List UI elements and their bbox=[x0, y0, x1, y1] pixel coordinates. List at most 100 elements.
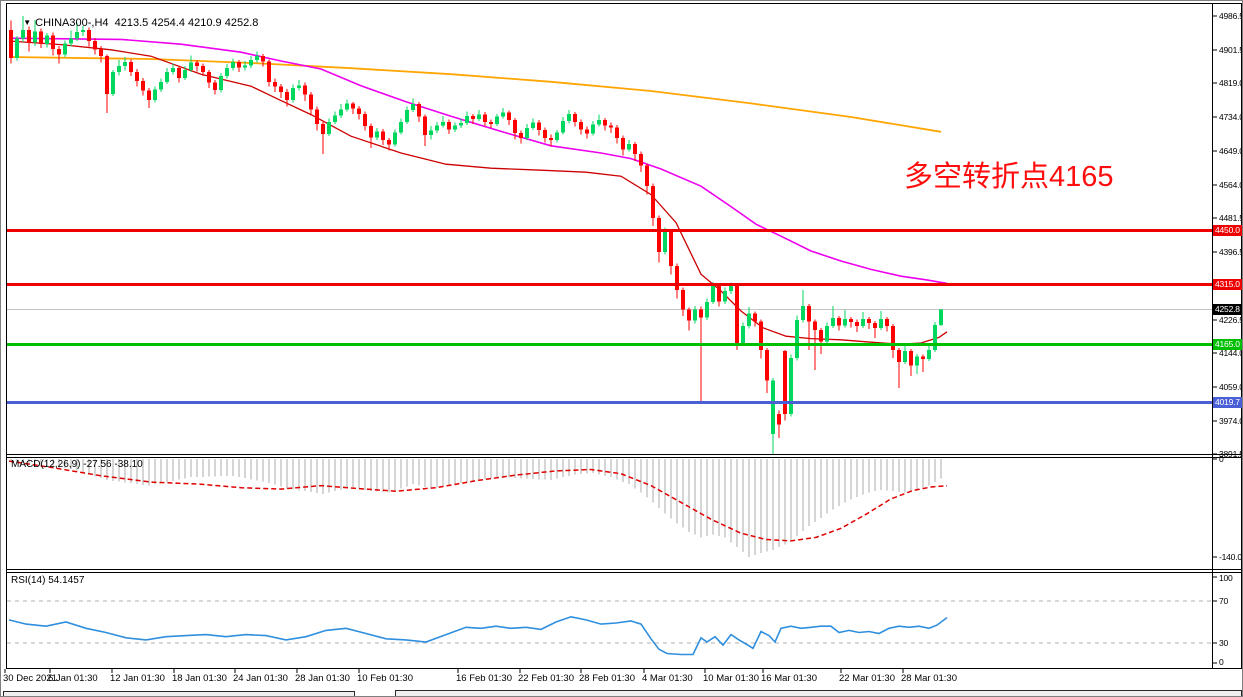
candle bbox=[195, 62, 199, 67]
candle bbox=[249, 60, 253, 66]
candle bbox=[327, 121, 331, 134]
bottom-panel-right[interactable] bbox=[395, 690, 1242, 696]
separator-price-macd-b[interactable] bbox=[6, 457, 1242, 458]
candle bbox=[273, 81, 277, 87]
candle bbox=[627, 143, 631, 150]
candle bbox=[297, 85, 301, 88]
separator-rsi-timeaxis bbox=[6, 668, 1242, 669]
candle bbox=[621, 138, 625, 150]
candle bbox=[711, 285, 715, 303]
macd-tick-label: 0 bbox=[1219, 453, 1224, 464]
rsi-panel-content bbox=[7, 600, 1212, 656]
candle bbox=[549, 137, 553, 141]
candle bbox=[801, 306, 805, 320]
candle bbox=[645, 165, 649, 187]
symbol-dropdown-icon[interactable]: ▼ bbox=[23, 18, 32, 27]
candle bbox=[141, 81, 145, 91]
candle bbox=[321, 123, 325, 134]
candle bbox=[663, 231, 667, 252]
candle bbox=[63, 43, 67, 55]
candle bbox=[417, 104, 421, 117]
mid-ma-magenta bbox=[8, 37, 948, 285]
candle bbox=[675, 266, 679, 291]
candle bbox=[813, 321, 817, 331]
candle bbox=[105, 56, 109, 94]
candle bbox=[369, 125, 373, 138]
price-tick-label: 4734.0 bbox=[1219, 111, 1243, 122]
candle bbox=[153, 89, 157, 101]
candle bbox=[567, 114, 571, 121]
candle bbox=[669, 231, 673, 267]
candle bbox=[705, 302, 709, 318]
price-tick-label: 4481.5 bbox=[1219, 212, 1243, 223]
candle bbox=[15, 38, 19, 59]
separator-macd-rsi-b[interactable] bbox=[6, 572, 1242, 573]
candle bbox=[9, 29, 13, 59]
time-tick-label: 4 Mar 01:30 bbox=[642, 673, 693, 684]
separator-price-macd-a bbox=[6, 454, 1242, 455]
candle bbox=[213, 82, 217, 91]
candle bbox=[387, 140, 391, 145]
time-tick-label: 10 Feb 01:30 bbox=[357, 673, 413, 684]
candle bbox=[921, 356, 925, 359]
candle bbox=[915, 356, 919, 366]
candle bbox=[477, 114, 481, 119]
candle bbox=[441, 121, 445, 126]
candle bbox=[489, 121, 493, 124]
frame-right bbox=[1241, 3, 1242, 669]
candle bbox=[693, 309, 697, 321]
time-tick-label: 16 Feb 01:30 bbox=[456, 673, 512, 684]
candle bbox=[891, 326, 895, 351]
price-level-badge: 4450.0 bbox=[1213, 225, 1242, 237]
price-tick-label: 4226.5 bbox=[1219, 314, 1243, 325]
candle bbox=[411, 104, 415, 111]
candle bbox=[363, 113, 367, 126]
candle bbox=[231, 62, 235, 69]
rsi-tick-label: 30 bbox=[1219, 637, 1229, 648]
candle bbox=[741, 326, 745, 344]
macd-tick-label: -140.03 bbox=[1219, 551, 1242, 562]
rsi-tick-label: 100 bbox=[1219, 573, 1233, 583]
candle bbox=[21, 29, 25, 39]
candle bbox=[39, 31, 43, 45]
candle bbox=[447, 121, 451, 130]
candle bbox=[405, 110, 409, 122]
candle bbox=[699, 309, 703, 318]
price-tick-label: 4564.0 bbox=[1219, 179, 1243, 190]
bottom-panel-left[interactable] bbox=[3, 691, 355, 696]
fast-ma-red bbox=[8, 40, 948, 345]
time-tick-label: 18 Jan 01:30 bbox=[172, 673, 227, 684]
candle bbox=[279, 86, 283, 92]
candle bbox=[345, 103, 349, 110]
candle bbox=[159, 81, 163, 90]
candle bbox=[507, 112, 511, 121]
candle bbox=[147, 90, 151, 101]
price-tick-label: 4059.0 bbox=[1219, 381, 1243, 392]
candle bbox=[381, 131, 385, 141]
time-tick-label: 22 Feb 01:30 bbox=[518, 673, 574, 684]
candle bbox=[837, 318, 841, 326]
rsi-tick-label: 70 bbox=[1219, 595, 1229, 606]
candle bbox=[81, 29, 85, 33]
candle bbox=[201, 66, 205, 72]
time-tick-label: 16 Mar 01:30 bbox=[761, 673, 817, 684]
candle bbox=[27, 29, 31, 43]
time-tick-label: 28 Feb 01:30 bbox=[579, 673, 635, 684]
candle bbox=[903, 351, 907, 363]
candle bbox=[747, 313, 751, 327]
candle bbox=[429, 130, 433, 135]
candle bbox=[795, 319, 799, 359]
candle bbox=[789, 358, 793, 415]
candle bbox=[933, 325, 937, 351]
candle bbox=[609, 125, 613, 128]
macd-panel-content bbox=[8, 459, 948, 558]
candle bbox=[453, 125, 457, 130]
time-tick-label: 28 Jan 01:30 bbox=[295, 673, 350, 684]
candle bbox=[135, 72, 139, 81]
candle bbox=[783, 351, 787, 415]
price-tick-label: 4649.0 bbox=[1219, 145, 1243, 156]
candle bbox=[225, 68, 229, 77]
separator-macd-rsi-a bbox=[6, 569, 1242, 570]
candle bbox=[435, 125, 439, 131]
